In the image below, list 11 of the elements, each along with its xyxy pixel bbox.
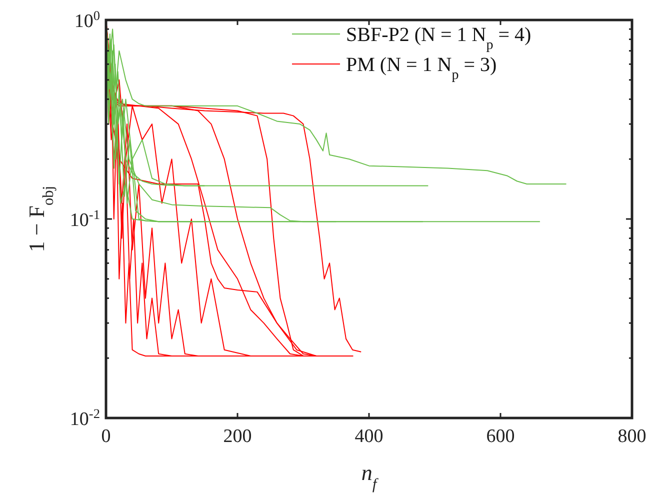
- x-tick-label: 400: [354, 426, 384, 447]
- x-tick-label: 200: [223, 426, 252, 447]
- y-tick-label: 10$^{-2}$: [70, 406, 100, 430]
- y-tick-label: 10$^{-1}$: [70, 206, 100, 231]
- x-axis-title: n$_{f}$: [361, 460, 380, 492]
- x-tick-label: 600: [486, 426, 515, 447]
- x-tick-label: 0: [101, 426, 111, 447]
- legend-label: PM (N = 1 N$_{p}$ = 3): [346, 54, 497, 82]
- legend-label: SBF-P2 (N = 1 N$_{p}$ = 4): [346, 24, 532, 52]
- x-tick-label: 800: [618, 426, 646, 447]
- y-tick-label: 10$^{0}$: [74, 8, 100, 32]
